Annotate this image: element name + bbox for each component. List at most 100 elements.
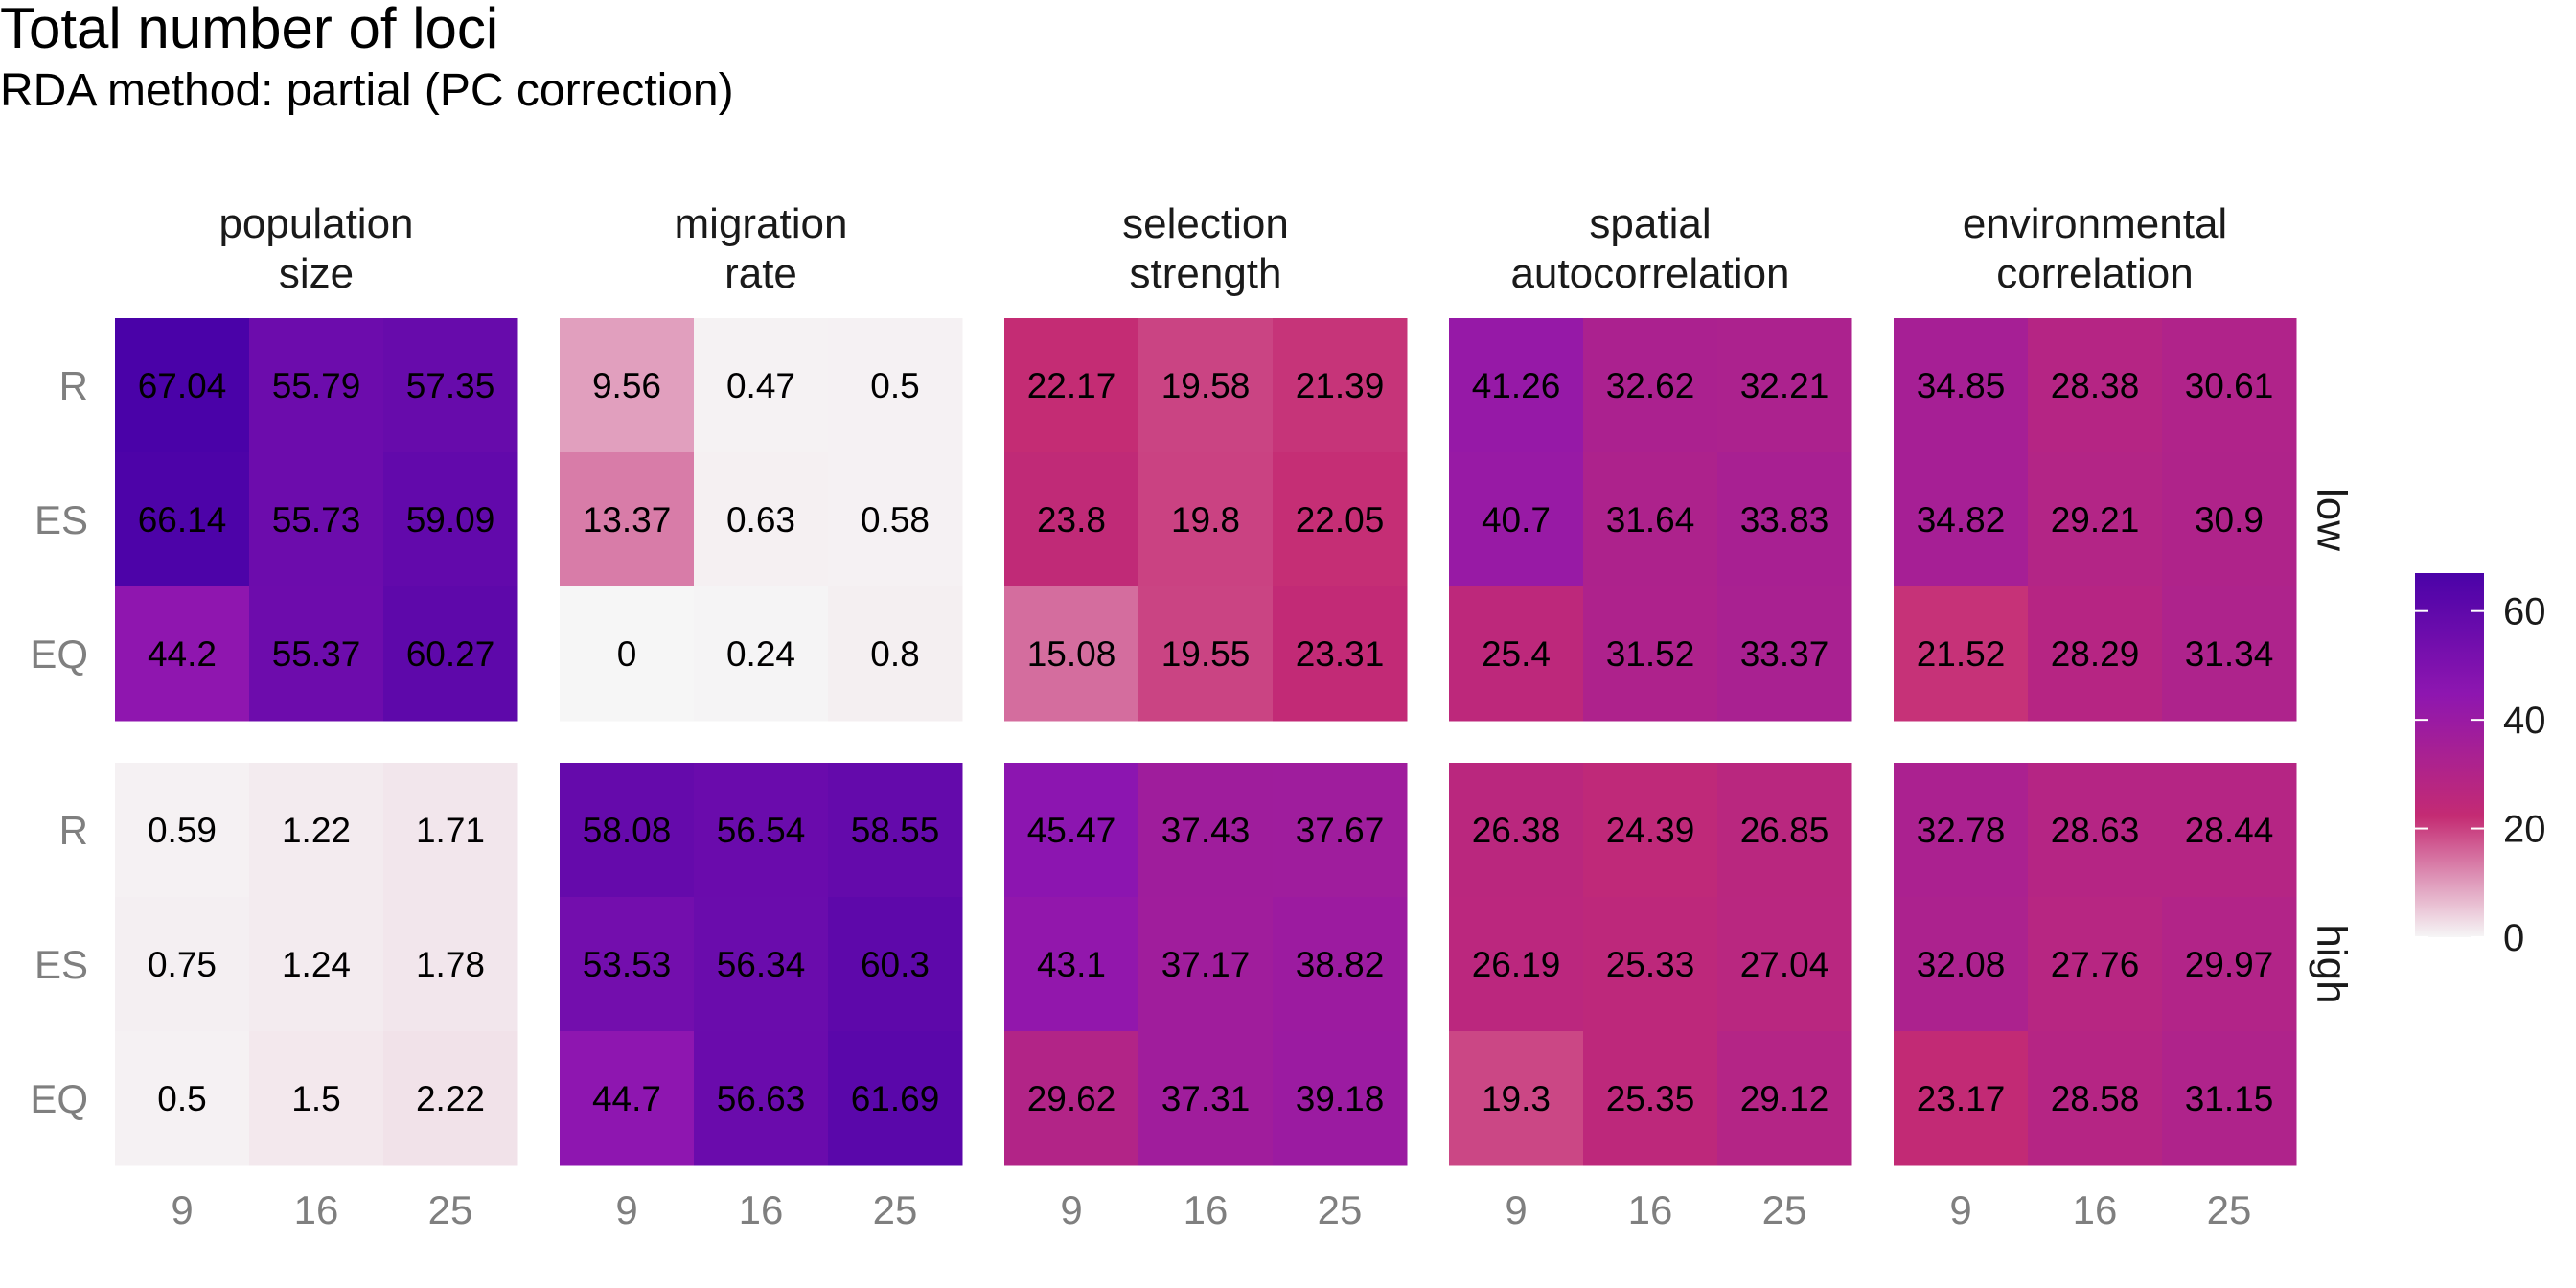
x-tick-label: 16: [739, 1187, 784, 1232]
heatmap-cell: [2162, 763, 2297, 898]
cell-value-label: 28.44: [2185, 811, 2274, 850]
heatmap-cell: [383, 1031, 518, 1166]
heatmap-cell: [115, 763, 250, 898]
cell-value-label: 28.58: [2051, 1079, 2140, 1118]
heatmap-cell: [1273, 586, 1408, 722]
heatmap-cell: [1583, 318, 1718, 453]
y-tick-label: EQ: [30, 1076, 88, 1121]
cell-value-label: 21.39: [1296, 366, 1385, 405]
cell-value-label: 0.75: [148, 945, 217, 984]
x-tick-label: 16: [1628, 1187, 1673, 1232]
cell-value-label: 56.54: [717, 811, 806, 850]
heatmap-cell: [828, 897, 963, 1032]
heatmap-cell: [1004, 586, 1139, 722]
heatmap-cell: [1138, 763, 1274, 898]
heatmap-cell: [2028, 897, 2163, 1032]
heatmap-cell: [1273, 763, 1408, 898]
heatmap-cell: [1004, 897, 1139, 1032]
cell-value-label: 26.38: [1472, 811, 1561, 850]
cell-value-label: 37.43: [1162, 811, 1251, 850]
heatmap-cell: [1894, 897, 2029, 1032]
chart-subtitle: RDA method: partial (PC correction): [0, 65, 734, 116]
x-tick-label: 9: [1505, 1187, 1527, 1232]
heatmap-cell: [1449, 763, 1584, 898]
heatmap-cell: [694, 586, 829, 722]
heatmap-cell: [1717, 1031, 1852, 1166]
cell-value-label: 28.29: [2051, 634, 2140, 674]
heatmap-cell: [2162, 897, 2297, 1032]
cell-value-label: 24.39: [1606, 811, 1695, 850]
heatmap-cell: [1273, 1031, 1408, 1166]
heatmap-cell: [694, 1031, 829, 1166]
heatmap-cell: [383, 763, 518, 898]
cell-value-label: 33.37: [1740, 634, 1829, 674]
cell-value-label: 23.17: [1917, 1079, 2006, 1118]
cell-value-label: 1.24: [282, 945, 351, 984]
strip-label-selection-strength-2: strength: [1130, 250, 1282, 297]
cell-value-label: 41.26: [1472, 366, 1561, 405]
strip-label-selection-strength-1: selection: [1122, 200, 1289, 247]
x-tick-label: 9: [1949, 1187, 1971, 1232]
x-tick-label: 9: [1060, 1187, 1082, 1232]
cell-value-label: 37.31: [1162, 1079, 1251, 1118]
heatmap-cell: [2162, 318, 2297, 453]
cell-value-label: 32.08: [1917, 945, 2006, 984]
cell-value-label: 53.53: [583, 945, 672, 984]
cell-value-label: 9.56: [592, 366, 661, 405]
cell-value-label: 30.61: [2185, 366, 2274, 405]
heatmap-cell: [1894, 1031, 2029, 1166]
cell-value-label: 26.85: [1740, 811, 1829, 850]
heatmap-cell: [1004, 763, 1139, 898]
heatmap-cell: [1583, 586, 1718, 722]
cell-value-label: 1.71: [416, 811, 485, 850]
strip-label-migration-rate-1: migration: [675, 200, 848, 247]
cell-value-label: 66.14: [138, 500, 227, 540]
cell-value-label: 34.85: [1917, 366, 2006, 405]
cell-value-label: 37.17: [1162, 945, 1251, 984]
cell-value-label: 31.52: [1606, 634, 1695, 674]
cell-value-label: 19.55: [1162, 634, 1251, 674]
heatmap-cell: [1717, 318, 1852, 453]
cell-value-label: 45.47: [1027, 811, 1116, 850]
x-tick-label: 16: [1184, 1187, 1229, 1232]
cell-value-label: 43.1: [1037, 945, 1106, 984]
cell-value-label: 0.47: [726, 366, 795, 405]
y-tick-label: R: [59, 363, 88, 408]
strip-label-spatial-autocorrelation-1: spatial: [1589, 200, 1711, 247]
heatmap-cell: [1138, 318, 1274, 453]
legend-tick-label: 60: [2503, 591, 2546, 633]
legend-colorbar: [2415, 573, 2484, 937]
heatmap-cell: [1717, 763, 1852, 898]
cell-value-label: 25.33: [1606, 945, 1695, 984]
cell-value-label: 29.62: [1027, 1079, 1116, 1118]
cell-value-label: 31.15: [2185, 1079, 2274, 1118]
cell-value-label: 40.7: [1482, 500, 1551, 540]
cell-value-label: 0.5: [870, 366, 919, 405]
x-tick-label: 25: [2207, 1187, 2252, 1232]
x-tick-label: 25: [428, 1187, 473, 1232]
y-tick-label: EQ: [30, 632, 88, 677]
cell-value-label: 29.21: [2051, 500, 2140, 540]
cell-value-label: 28.38: [2051, 366, 2140, 405]
heatmap-cell: [1273, 897, 1408, 1032]
cell-value-label: 33.83: [1740, 500, 1829, 540]
heatmap-cell: [383, 897, 518, 1032]
cell-value-label: 32.78: [1917, 811, 2006, 850]
heatmap-cell: [115, 897, 250, 1032]
cell-value-label: 27.04: [1740, 945, 1829, 984]
heatmap-cell: [560, 763, 695, 898]
heatmap-cell: [694, 318, 829, 453]
heatmap-cell: [2028, 318, 2163, 453]
heatmap-cell: [1138, 1031, 1274, 1166]
cell-value-label: 21.52: [1917, 634, 2006, 674]
heatmap-cell: [1004, 1031, 1139, 1166]
cell-value-label: 0.58: [861, 500, 930, 540]
cell-value-label: 56.63: [717, 1079, 806, 1118]
heatmap-cell: [1449, 586, 1584, 722]
heatmap-cell: [115, 452, 250, 587]
cell-value-label: 25.4: [1482, 634, 1551, 674]
cell-value-label: 2.22: [416, 1079, 485, 1118]
cell-value-label: 37.67: [1296, 811, 1385, 850]
heatmap-cell: [249, 897, 384, 1032]
